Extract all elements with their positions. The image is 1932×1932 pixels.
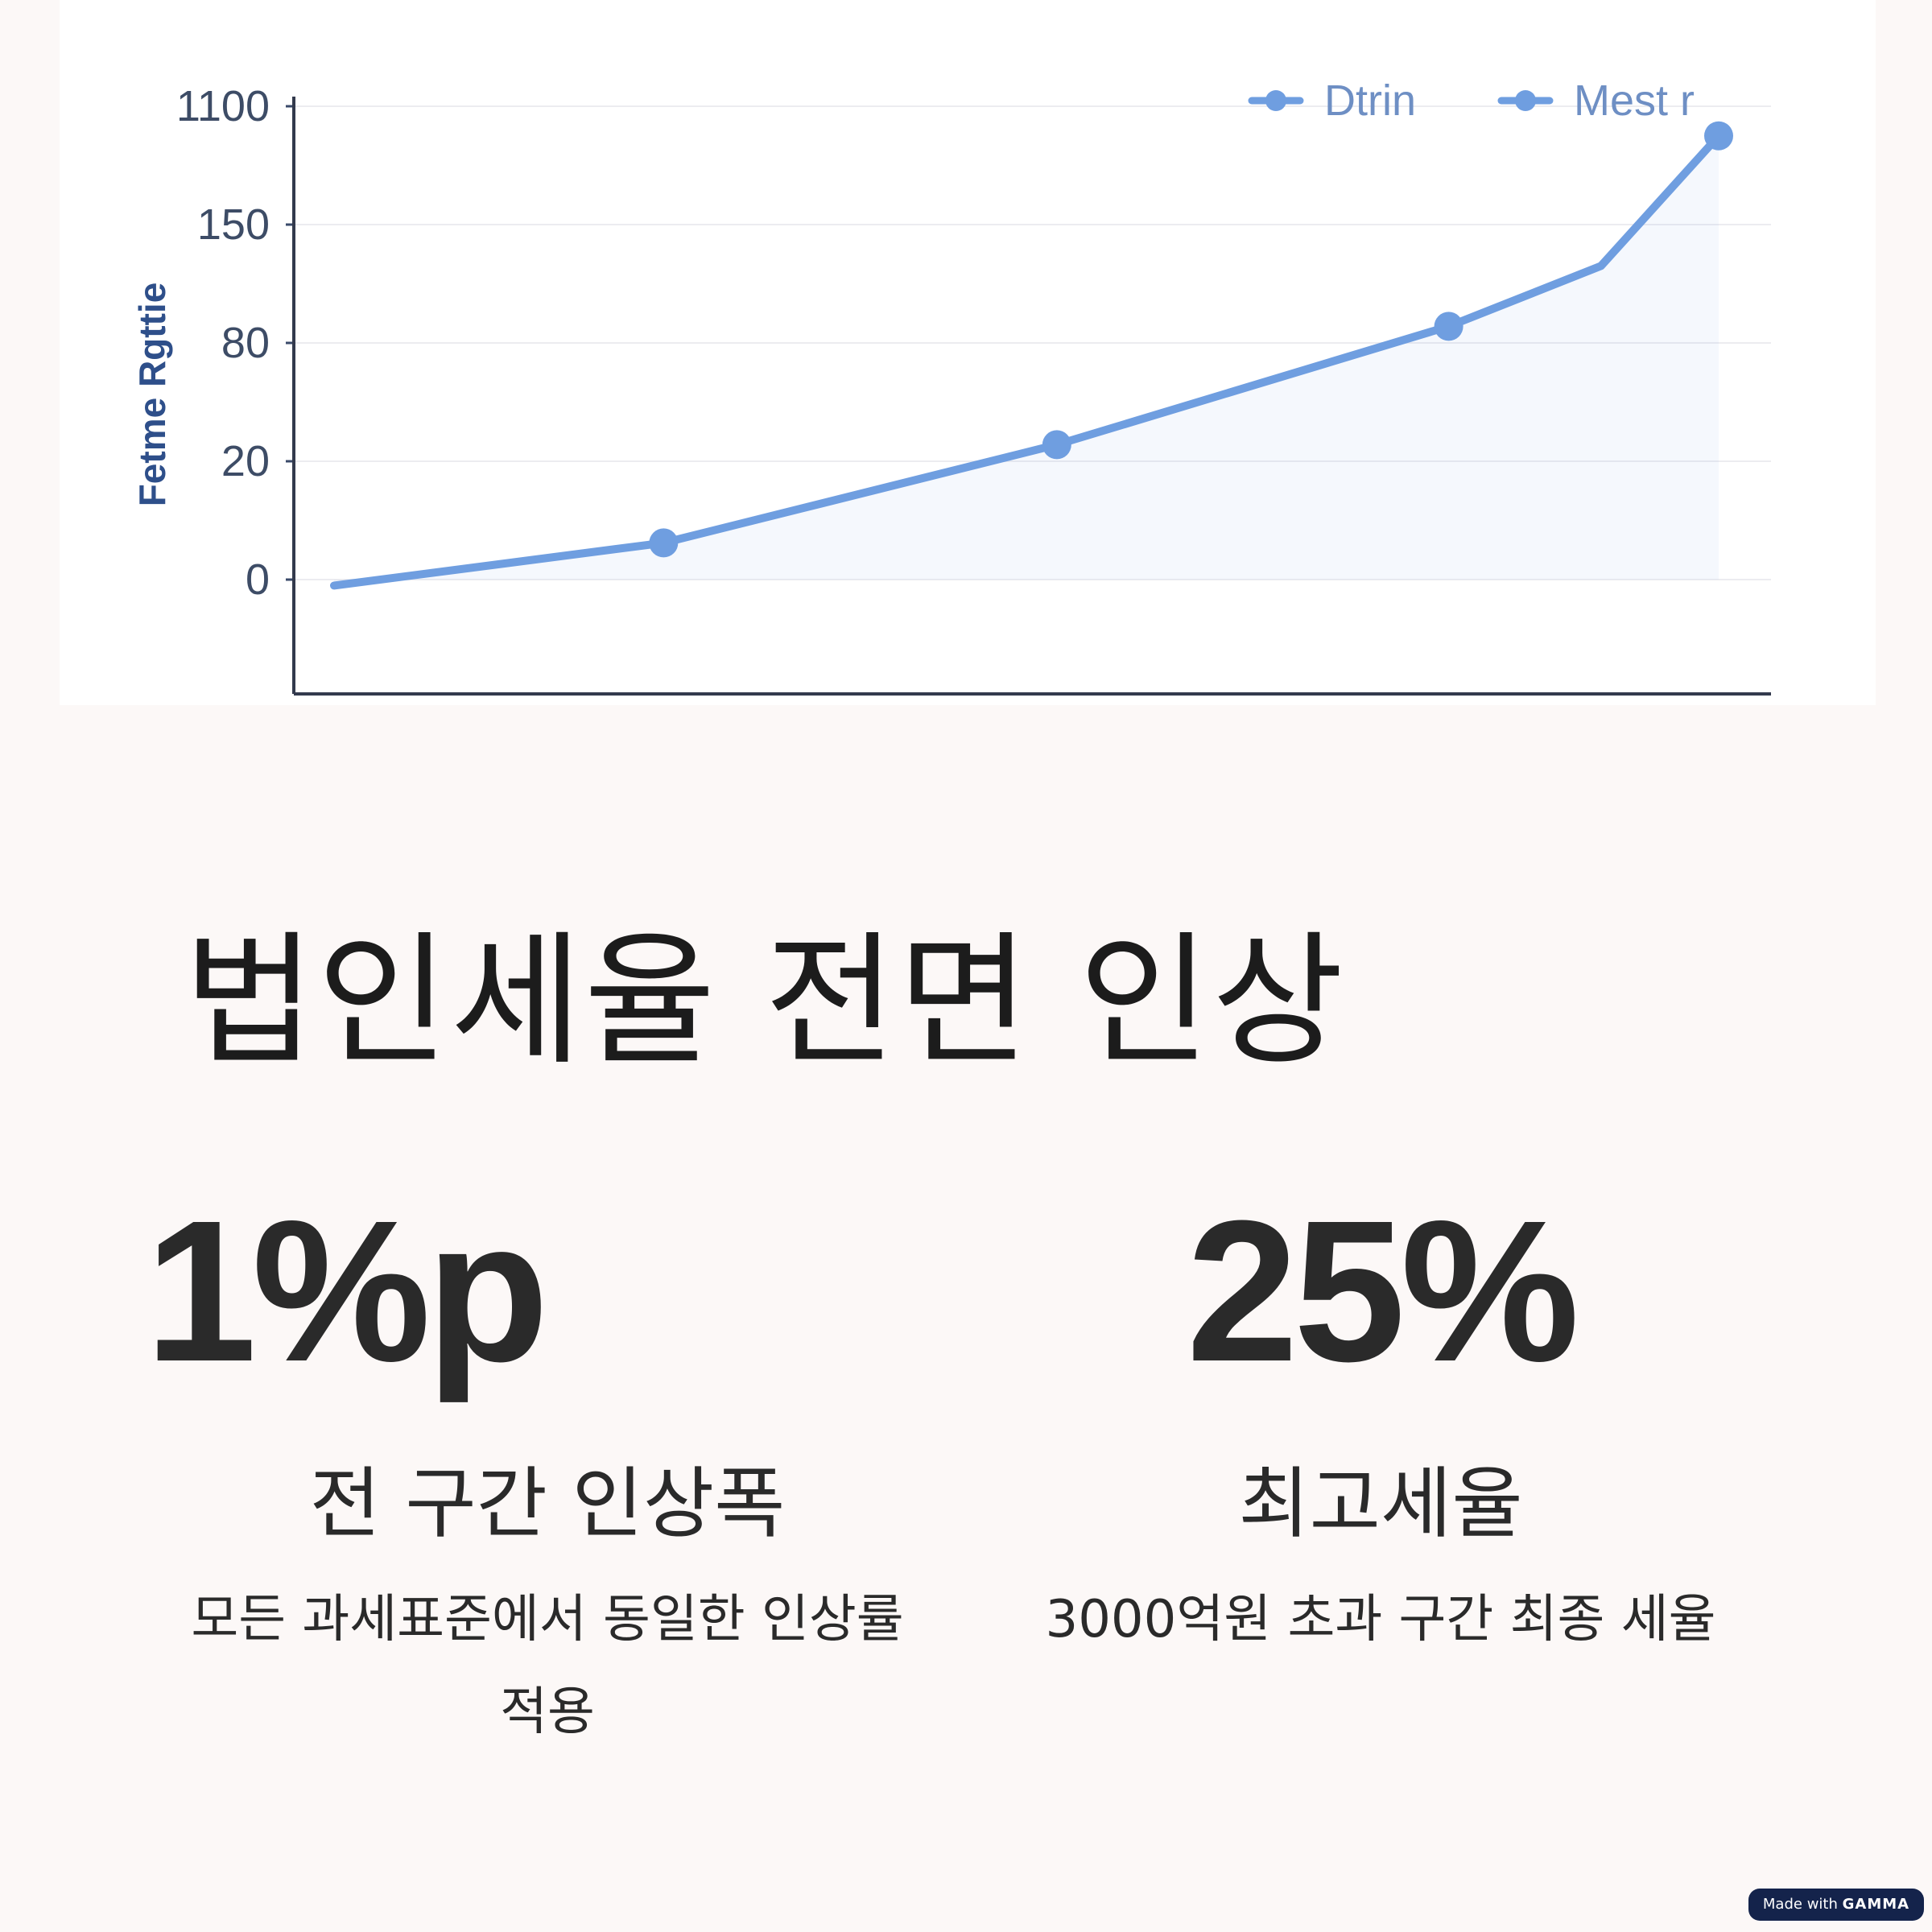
data-point [1704, 121, 1733, 151]
y-tick-label: 0 [246, 555, 270, 604]
legend-swatch-marker [1515, 90, 1536, 111]
series-area [334, 135, 1719, 586]
stat-value: 25% [1186, 1179, 1579, 1403]
legend-entry: Dtrin [1324, 76, 1416, 125]
slide-title: 법인세율 전면 인상 [184, 918, 1346, 1084]
series-line [330, 131, 1723, 590]
line-chart: 0 20 80 150 1100 Dtrin Mest r Fetme Rgttie [131, 76, 1771, 696]
data-point [1434, 312, 1463, 341]
stat-label: 최고세율 [1238, 1459, 1523, 1549]
y-axis-label: Fetme Rgttie [131, 283, 173, 507]
series [330, 121, 1733, 590]
axes [286, 97, 1771, 696]
legend-swatch-marker [1265, 90, 1286, 111]
data-point [649, 528, 679, 558]
legend: Dtrin Mest r [1248, 76, 1695, 125]
y-tick-label: 80 [221, 319, 270, 367]
stat-label: 전 구간 인상폭 [309, 1459, 786, 1549]
data-point [1042, 430, 1071, 460]
stat-value: 1%p [145, 1179, 549, 1403]
stat-description: 모든 과세표준에서 동일한 인상률 적용 [191, 1590, 904, 1742]
y-tick-labels: 0 20 80 150 1100 [176, 82, 270, 604]
grid-lines [294, 105, 1771, 580]
made-with-gamma-badge[interactable]: Made with GAMMA [1748, 1889, 1924, 1921]
y-tick-label: 1100 [176, 82, 270, 130]
badge-prefix: Made with [1762, 1896, 1838, 1913]
stat-description: 3000억원 초과 구간 최종 세율 [1045, 1590, 1716, 1649]
chart-panel [60, 0, 1876, 705]
y-tick-label: 20 [221, 437, 270, 485]
badge-brand: GAMMA [1842, 1896, 1910, 1913]
y-tick-label: 150 [197, 200, 270, 249]
legend-entry: Mest r [1574, 76, 1695, 125]
